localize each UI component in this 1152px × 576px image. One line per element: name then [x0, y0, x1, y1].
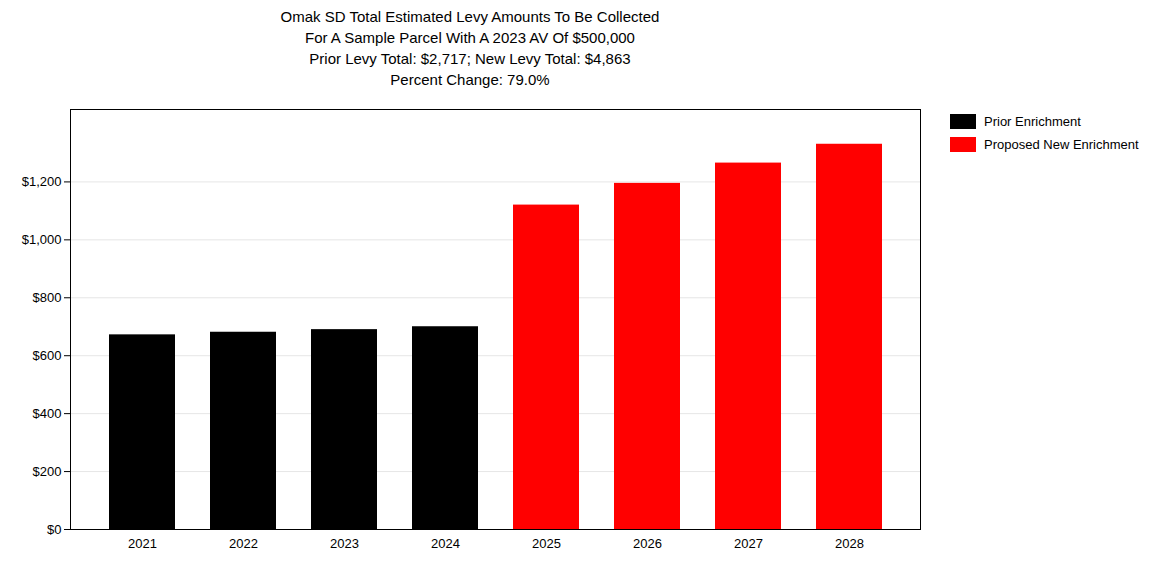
- svg-text:$200: $200: [33, 464, 62, 479]
- svg-text:2021: 2021: [128, 536, 157, 551]
- svg-text:$400: $400: [33, 406, 62, 421]
- svg-text:2026: 2026: [633, 536, 662, 551]
- svg-text:$1,200: $1,200: [22, 174, 62, 189]
- html-text:Prior Enrichment: Prior Enrichment: [984, 114, 1081, 129]
- svg-text:$1,000: $1,000: [22, 232, 62, 247]
- svg-text:2023: 2023: [330, 536, 359, 551]
- html-text:Omak SD Total Estimated Levy A: Omak SD Total Estimated Levy Amounts To …: [280, 8, 660, 88]
- svg-text:$600: $600: [33, 348, 62, 363]
- html-text:Proposed New Enrichment: Proposed New Enrichment: [984, 137, 1139, 152]
- svg-text:2022: 2022: [229, 536, 258, 551]
- svg-text:2027: 2027: [734, 536, 763, 551]
- svg-text:$800: $800: [33, 290, 62, 305]
- svg-text:$0: $0: [47, 522, 61, 537]
- svg-text:2024: 2024: [431, 536, 460, 551]
- svg-text:2028: 2028: [835, 536, 864, 551]
- svg-text:2025: 2025: [532, 536, 561, 551]
